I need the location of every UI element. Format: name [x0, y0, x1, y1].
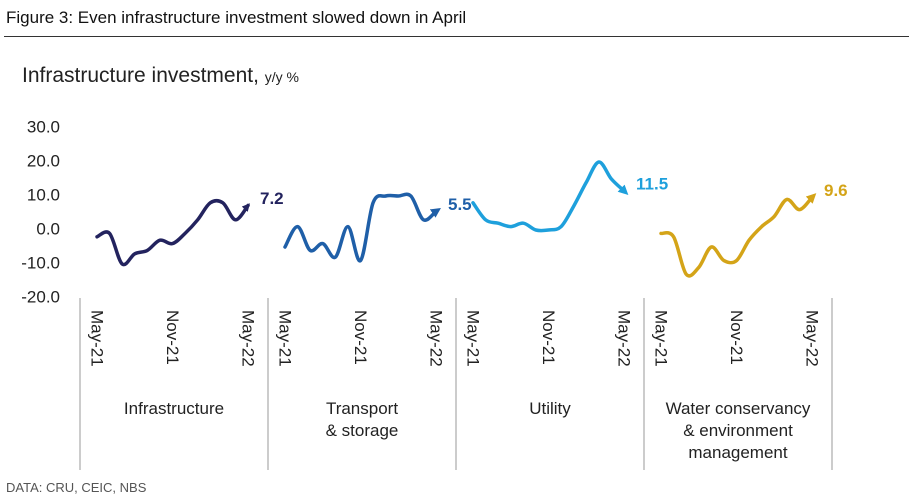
x-tick-label: Nov-21	[163, 310, 182, 365]
panel-label: Infrastructure	[123, 399, 225, 418]
panel-label: Water conservancy & environment manageme…	[665, 399, 811, 462]
y-tick-label: -10.0	[21, 253, 60, 272]
chart-unit: y/y %	[264, 69, 300, 85]
x-tick-label: May-22	[427, 310, 446, 367]
chart-title-text: Infrastructure investment,	[22, 64, 259, 87]
y-tick-label: 30.0	[27, 117, 60, 136]
data-label: 7.2	[260, 189, 284, 208]
x-tick-label: Nov-21	[539, 310, 558, 365]
series-line	[471, 160, 629, 233]
x-tick-label: Nov-21	[351, 310, 370, 365]
x-tick-label: May-22	[615, 310, 634, 367]
y-tick-label: 10.0	[27, 185, 60, 204]
x-tick-label: Nov-21	[727, 310, 746, 365]
series-line	[283, 192, 441, 263]
source-note: DATA: CRU, CEIC, NBS	[6, 480, 147, 495]
data-label: 11.5	[636, 174, 668, 193]
x-tick-label: May-22	[239, 310, 258, 367]
y-tick-label: 20.0	[27, 151, 60, 170]
chart-title: Infrastructure investment, y/y %	[22, 64, 299, 88]
x-tick-label: May-21	[652, 310, 671, 367]
x-tick-label: May-22	[803, 310, 822, 367]
x-tick-label: May-21	[88, 310, 107, 367]
series-line	[95, 198, 250, 267]
data-label: 9.6	[824, 181, 848, 200]
panel-label: Transport & storage	[325, 399, 399, 440]
y-tick-label: -20.0	[21, 287, 60, 306]
data-label: 5.5	[448, 195, 472, 214]
title-rule	[4, 36, 909, 37]
panel-label: Utility	[529, 399, 571, 418]
figure-title: Figure 3: Even infrastructure investment…	[6, 8, 467, 27]
y-tick-label: 0.0	[36, 219, 60, 238]
x-tick-label: May-21	[464, 310, 483, 367]
x-tick-label: May-21	[276, 310, 295, 367]
series-line	[659, 193, 817, 278]
